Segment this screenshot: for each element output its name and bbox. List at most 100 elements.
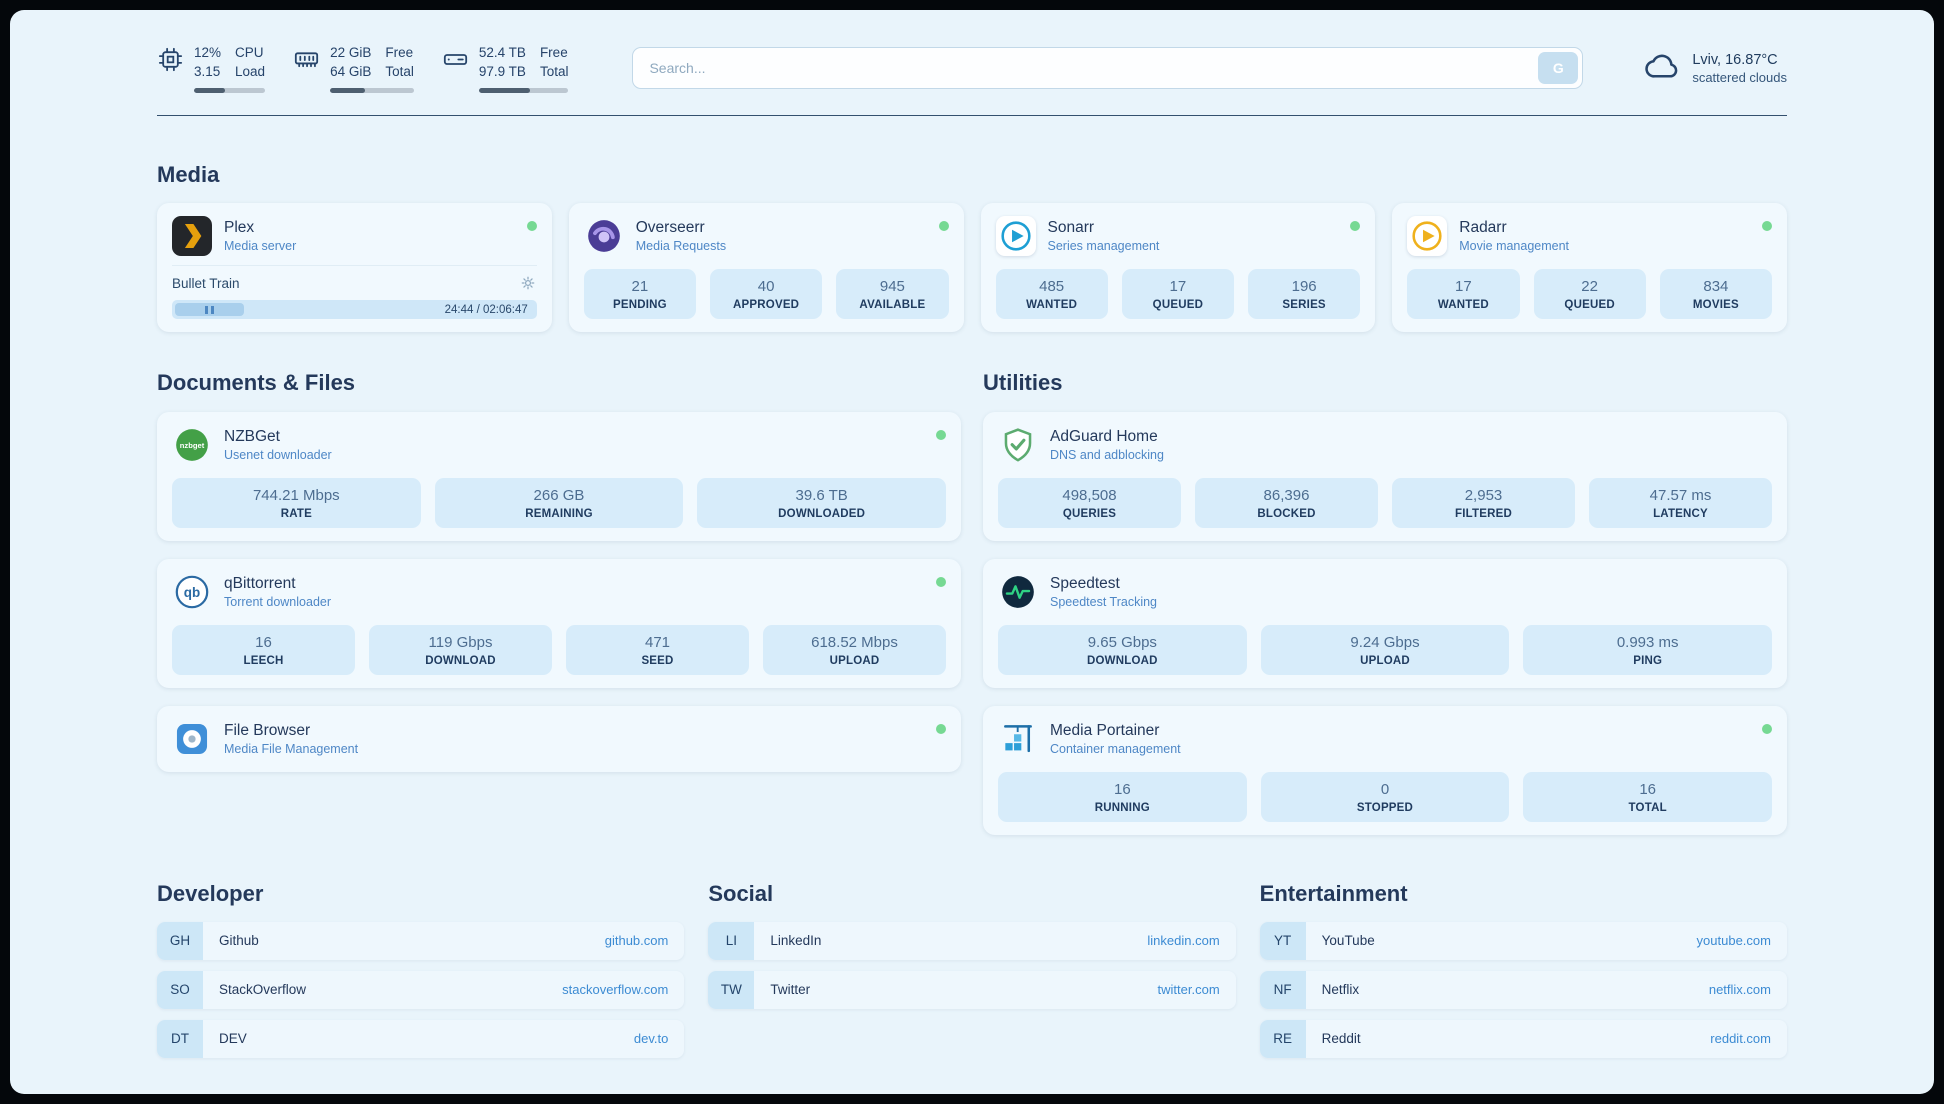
bookmark-reddit[interactable]: RE Reddit reddit.com xyxy=(1259,1019,1787,1058)
stat-tile-remaining: 266 GB REMAINING xyxy=(434,477,684,528)
stat-tile-latency: 47.57 ms LATENCY xyxy=(1589,477,1772,528)
bookmark-youtube[interactable]: YT YouTube youtube.com xyxy=(1259,921,1787,960)
bookmark-url: stackoverflow.com xyxy=(562,982,669,998)
bookmark-github[interactable]: GH Github github.com xyxy=(157,921,685,960)
stat-label: SEED xyxy=(641,654,674,667)
stat-tile-leech: 16 LEECH xyxy=(172,624,355,675)
search-input[interactable] xyxy=(632,47,1584,90)
stat-value: 39.6 TB xyxy=(795,486,848,504)
stat-label: QUEUED xyxy=(1152,299,1204,312)
stat-tile-stopped: 0 STOPPED xyxy=(1260,771,1510,822)
app-subtitle: Media File Management xyxy=(224,741,359,756)
stat-value: 40 xyxy=(757,278,775,296)
sonarr-icon[interactable] xyxy=(995,216,1036,257)
stat-value: 471 xyxy=(644,633,671,651)
stat-label: LEECH xyxy=(243,654,284,667)
qbittorrent-icon[interactable]: qb xyxy=(172,572,212,612)
bookmark-name: Reddit xyxy=(1321,1031,1361,1047)
stat-value: 0.993 ms xyxy=(1616,633,1679,651)
app-name[interactable]: qBittorrent xyxy=(224,574,296,592)
ram-labels: Free Total xyxy=(385,44,414,82)
stat-tile-download: 119 Gbps DOWNLOAD xyxy=(369,624,552,675)
stat-tile-queued: 17 QUEUED xyxy=(1121,269,1234,320)
portainer-icon[interactable] xyxy=(998,719,1038,759)
status-dot xyxy=(1762,723,1772,734)
topbar-divider xyxy=(157,114,1787,116)
playback-time: 24:44 / 02:06:47 xyxy=(444,303,528,316)
stat-label: STOPPED xyxy=(1356,801,1414,814)
overseerr-icon[interactable] xyxy=(584,216,624,256)
svg-text:qb: qb xyxy=(184,585,200,600)
search-engine-button[interactable]: G xyxy=(1538,52,1579,85)
stat-value: 0 xyxy=(1380,780,1390,798)
bookmark-url: netflix.com xyxy=(1708,982,1771,998)
section-entertainment: Entertainment YT YouTube youtube.com NF … xyxy=(1259,881,1787,1069)
filebrowser-icon[interactable] xyxy=(172,719,212,759)
bookmark-abbr: TW xyxy=(708,970,755,1009)
stat-label: PENDING xyxy=(612,299,667,312)
radarr-icon[interactable] xyxy=(1407,216,1448,257)
plex-now-playing: Bullet Train 24:44 / 02:06:47 xyxy=(172,265,537,320)
bookmark-dev[interactable]: DT DEV dev.to xyxy=(157,1019,685,1058)
free-label: Free xyxy=(385,45,414,60)
status-dot xyxy=(936,429,946,440)
stat-tile-movies: 834 MOVIES xyxy=(1659,269,1772,320)
stat-value: 485 xyxy=(1039,278,1065,296)
disk-progress-fill xyxy=(478,87,530,93)
cpu-labels: CPU Load xyxy=(235,44,265,82)
bookmark-stackoverflow[interactable]: SO StackOverflow stackoverflow.com xyxy=(157,970,685,1009)
bookmark-url: dev.to xyxy=(633,1031,669,1047)
bookmark-abbr: GH xyxy=(157,921,203,960)
stat-label: PING xyxy=(1633,654,1663,667)
stat-tile-available: 945 AVAILABLE xyxy=(836,269,949,320)
disk-labels: Free Total xyxy=(540,44,569,82)
qbittorrent-card: qb qBittorrent Torrent downloader 16 LEE… xyxy=(157,558,961,688)
stat-value: 16 xyxy=(1113,780,1131,798)
stat-value: 21 xyxy=(631,278,649,296)
bookmark-linkedin[interactable]: LI LinkedIn linkedin.com xyxy=(708,921,1236,960)
app-name[interactable]: NZBGet xyxy=(224,427,280,445)
cpu-values: 12% 3.15 xyxy=(194,44,221,82)
bookmark-netflix[interactable]: NF Netflix netflix.com xyxy=(1259,970,1787,1009)
filebrowser-card: File Browser Media File Management xyxy=(157,705,961,772)
stat-value: 9.24 Gbps xyxy=(1350,633,1420,651)
app-name[interactable]: File Browser xyxy=(224,721,311,739)
ram-values: 22 GiB 64 GiB xyxy=(330,44,371,82)
stat-label: DOWNLOAD xyxy=(425,654,496,667)
search-bar: G xyxy=(632,47,1584,90)
stat-value: 47.57 ms xyxy=(1649,486,1712,504)
overseerr-card: Overseerr Media Requests 21 PENDING 40 A… xyxy=(568,203,964,333)
bookmark-twitter[interactable]: TW Twitter twitter.com xyxy=(708,970,1236,1009)
adguard-icon[interactable] xyxy=(998,425,1038,465)
bookmark-abbr: YT xyxy=(1259,921,1306,960)
cpu-label: CPU xyxy=(235,45,264,60)
stat-tile-download: 9.65 Gbps DOWNLOAD xyxy=(998,624,1247,675)
stat-value: 9.65 Gbps xyxy=(1087,633,1157,651)
stat-label: REMAINING xyxy=(525,507,593,520)
section-title-social: Social xyxy=(708,880,774,906)
stat-tile-upload: 9.24 Gbps UPLOAD xyxy=(1260,624,1510,675)
nzbget-icon[interactable]: nzbget xyxy=(172,425,212,465)
stat-tile-upload: 618.52 Mbps UPLOAD xyxy=(763,624,946,675)
app-name[interactable]: AdGuard Home xyxy=(1050,427,1158,445)
plex-icon[interactable] xyxy=(172,216,212,257)
stat-value: 498,508 xyxy=(1062,486,1117,504)
disk-free-value: 52.4 TB xyxy=(478,45,526,60)
app-name[interactable]: Overseerr xyxy=(635,219,705,237)
app-name[interactable]: Radarr xyxy=(1459,219,1507,237)
section-title-documents: Documents & Files xyxy=(157,370,356,396)
app-name[interactable]: Speedtest xyxy=(1050,574,1120,592)
bookmark-url: twitter.com xyxy=(1157,982,1220,998)
cpu-progress-fill xyxy=(194,87,226,93)
pause-button[interactable] xyxy=(175,303,245,317)
gear-icon[interactable] xyxy=(519,274,537,292)
bookmark-name: Twitter xyxy=(770,982,811,998)
app-name[interactable]: Media Portainer xyxy=(1050,721,1160,739)
app-name[interactable]: Plex xyxy=(224,219,255,237)
bookmark-name: DEV xyxy=(219,1031,247,1047)
app-name[interactable]: Sonarr xyxy=(1047,219,1095,237)
playback-progress-bar[interactable]: 24:44 / 02:06:47 xyxy=(172,300,537,320)
section-utilities: Utilities AdGuard Home DNS and adblockin… xyxy=(983,370,1787,835)
speedtest-icon[interactable] xyxy=(998,572,1038,612)
stat-label: TOTAL xyxy=(1628,801,1667,814)
